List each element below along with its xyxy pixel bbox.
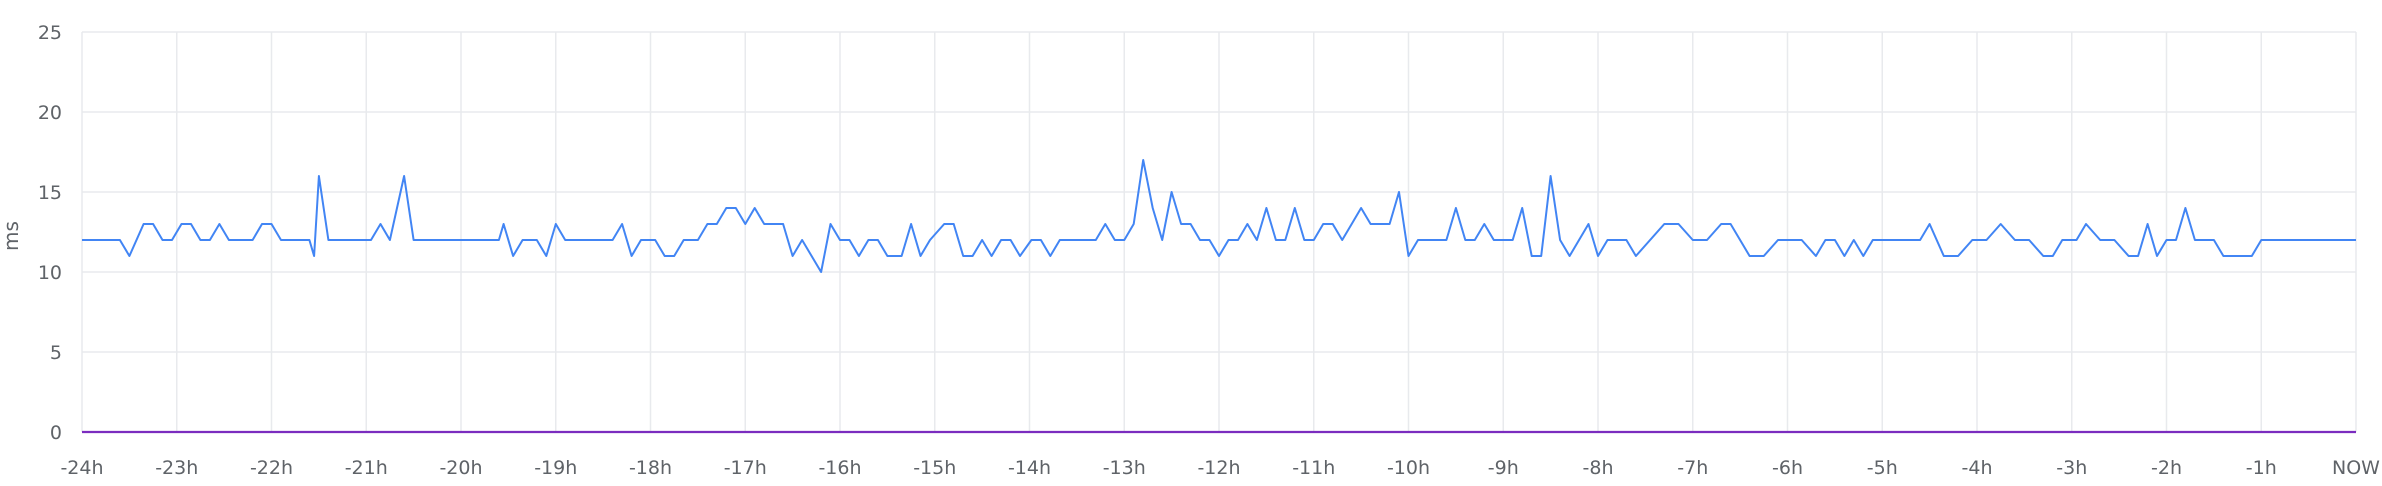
grid-lines — [81, 31, 2357, 433]
y-axis-label: ms — [0, 221, 23, 251]
y-tick-label: 0 — [50, 422, 62, 444]
x-tick-label: -18h — [629, 457, 672, 479]
x-tick-label: -20h — [439, 457, 482, 479]
x-tick-label: -24h — [60, 457, 103, 479]
x-tick-label: -6h — [1772, 457, 1803, 479]
x-tick-label: -16h — [818, 457, 861, 479]
y-axis-ticks: 0 5 10 15 20 25 — [38, 22, 62, 444]
x-tick-label: -23h — [155, 457, 198, 479]
x-tick-label: NOW — [2332, 457, 2380, 479]
x-tick-label: -5h — [1867, 457, 1898, 479]
y-tick-label: 10 — [38, 262, 62, 284]
y-tick-label: 15 — [38, 182, 62, 204]
x-tick-label: -12h — [1197, 457, 1240, 479]
x-tick-label: -1h — [2246, 457, 2277, 479]
x-tick-label: -19h — [534, 457, 577, 479]
y-tick-label: 20 — [38, 102, 62, 124]
x-tick-label: -14h — [1008, 457, 1051, 479]
x-tick-label: -2h — [2151, 457, 2182, 479]
x-tick-label: -7h — [1677, 457, 1708, 479]
x-tick-label: -3h — [2056, 457, 2087, 479]
series-lines — [82, 159, 2356, 434]
x-tick-label: -17h — [724, 457, 767, 479]
x-axis-ticks: -24h -23h -22h -21h -20h -19h -18h -17h -16h -15h… — [60, 457, 2380, 479]
x-tick-label: -9h — [1488, 457, 1519, 479]
x-tick-label: -21h — [345, 457, 388, 479]
x-tick-label: -15h — [913, 457, 956, 479]
x-tick-label: -13h — [1103, 457, 1146, 479]
x-tick-label: -8h — [1583, 457, 1614, 479]
x-tick-label: -22h — [250, 457, 293, 479]
x-tick-label: -4h — [1962, 457, 1993, 479]
x-tick-label: -10h — [1387, 457, 1430, 479]
series-line-0 — [82, 159, 2356, 273]
y-tick-label: 5 — [50, 342, 62, 364]
y-tick-label: 25 — [38, 22, 62, 44]
x-tick-label: -11h — [1292, 457, 1335, 479]
